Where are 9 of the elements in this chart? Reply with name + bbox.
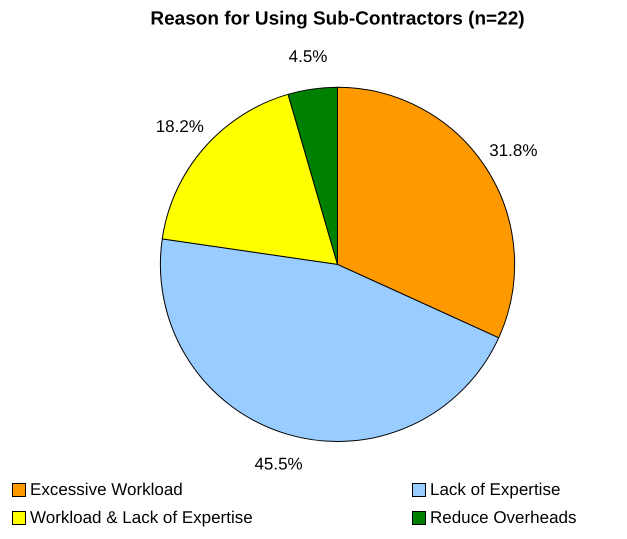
data-label: 18.2% [156,116,204,136]
data-label: 4.5% [288,47,328,66]
legend-label: Workload & Lack of Expertise [30,508,253,528]
legend-label: Excessive Workload [30,480,183,500]
chart-title: Reason for Using Sub-Contractors (n=22) [150,8,525,30]
data-label: 31.8% [489,140,538,160]
legend-label: Reduce Overheads [430,508,576,528]
legend-label: Lack of Expertise [430,480,560,500]
data-label: 45.5% [254,454,303,474]
